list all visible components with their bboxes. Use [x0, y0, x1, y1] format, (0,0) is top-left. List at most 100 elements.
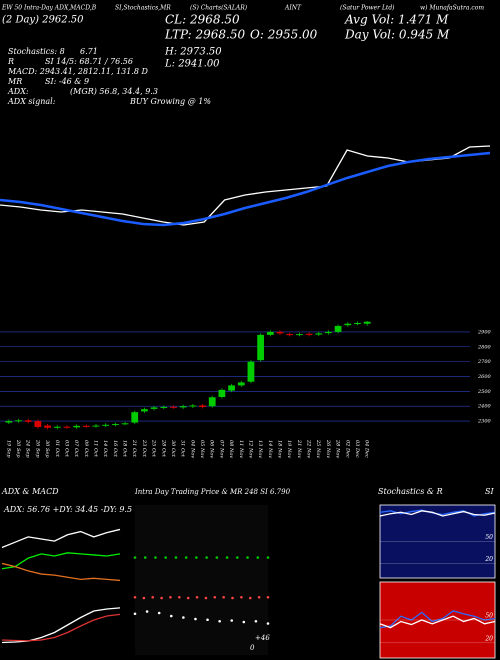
- x-tick-label: 28 Nov: [335, 439, 341, 458]
- header-text: ADX signal:: [7, 97, 56, 106]
- candle-body: [344, 323, 352, 326]
- dot: [182, 616, 185, 619]
- candle-body: [170, 406, 177, 408]
- candle-body: [325, 331, 332, 334]
- header-text: AINT: [284, 5, 302, 12]
- dot: [236, 556, 239, 559]
- x-tick-label: 30 Oct: [170, 440, 176, 458]
- x-tick-label: 22 Nov: [306, 439, 312, 458]
- dot: [240, 595, 243, 599]
- series-line: [1, 552, 121, 570]
- candle-body: [5, 421, 13, 423]
- panel-title: ADX & MACD: [1, 487, 59, 496]
- y-tick-label: 2500: [477, 389, 492, 395]
- header-text: Avg Vol: 1.471 M: [344, 13, 449, 27]
- series-line: [379, 610, 496, 629]
- dot: [143, 556, 147, 559]
- candle-body: [354, 322, 361, 324]
- x-tick-label: 07 Oct: [73, 440, 79, 458]
- dot: [145, 610, 149, 613]
- candle-body: [179, 406, 187, 408]
- x-tick-label: 18 Oct: [122, 440, 128, 458]
- candle-body: [208, 397, 216, 407]
- dot: [133, 595, 137, 599]
- dot: [133, 612, 137, 616]
- candle-body: [102, 424, 110, 426]
- series-line: [379, 510, 496, 517]
- candle-body: [15, 420, 22, 422]
- candle-body: [24, 420, 32, 422]
- x-tick-label: 05 Nov: [199, 440, 205, 458]
- header-text: Day Vol: 0.945 M: [344, 28, 450, 42]
- x-tick-label: 08 Nov: [228, 440, 234, 458]
- header-text: (MGR) 56.8, 34.4, 9.3: [70, 87, 158, 96]
- x-tick-label: 02 Dec: [344, 440, 350, 458]
- series-line: [1, 528, 121, 549]
- header-text: LTP: 2968.50: [164, 28, 245, 42]
- x-tick-label: 06 Nov: [209, 440, 215, 458]
- x-tick-label: 21 Oct: [131, 439, 137, 458]
- dot: [266, 595, 270, 599]
- candle-body: [237, 382, 245, 386]
- candle-body: [257, 334, 265, 361]
- header-text: MACD: 2943.41, 2812.11, 131.8 D: [7, 67, 149, 76]
- panel-bg: [379, 504, 496, 579]
- candle-body: [92, 425, 100, 427]
- x-tick-label: 19 Sep: [5, 440, 11, 458]
- dot: [225, 556, 229, 559]
- dot: [204, 596, 208, 600]
- header-text: O: 2955.00: [250, 28, 318, 42]
- dot: [174, 556, 178, 559]
- candle-body: [131, 412, 139, 423]
- x-tick-label: 20 Sep: [15, 439, 21, 458]
- dot: [169, 614, 173, 618]
- header-text: SI 14/5: 68.71 / 76.56: [45, 57, 133, 66]
- x-tick-label: 23 Oct: [141, 439, 147, 458]
- dot: [142, 596, 146, 600]
- panel-title: SI: [485, 487, 494, 496]
- candle-body: [295, 334, 303, 336]
- header-text: Stochastics: 8: [8, 47, 65, 56]
- header-text: 6.71: [80, 47, 98, 56]
- candle-body: [305, 333, 313, 335]
- series-line: [1, 613, 121, 642]
- dot: [231, 596, 234, 600]
- candle-body: [111, 424, 119, 426]
- dot: [246, 556, 249, 559]
- candle-body: [121, 423, 129, 425]
- y-tick-label: 50: [485, 613, 493, 620]
- candle-body: [53, 426, 61, 428]
- candle-body: [189, 405, 197, 407]
- x-tick-label: 14 Nov: [267, 440, 273, 458]
- dot: [257, 595, 261, 599]
- dot: [242, 620, 246, 624]
- x-tick-label: 31 Oct: [180, 440, 186, 458]
- x-tick-label: 26 Sep: [34, 439, 40, 458]
- x-tick-label: 03 Dec: [354, 440, 360, 458]
- candle-body: [141, 409, 148, 412]
- series-line: [1, 607, 121, 644]
- dot: [222, 595, 225, 599]
- header-text: L: 2941.00: [164, 59, 220, 70]
- x-tick-label: 12 Nov: [247, 440, 253, 458]
- y-tick-label: 2400: [477, 404, 492, 410]
- y-tick-label: 2900: [477, 329, 492, 335]
- x-tick-label: 25 Nov: [315, 439, 321, 458]
- panel-bg: [135, 505, 268, 655]
- header-text: ADX:: [7, 87, 29, 96]
- x-tick-label: 18 Nov: [277, 440, 283, 458]
- candle-body: [82, 425, 90, 427]
- x-tick-label: 03 Oct: [63, 440, 69, 458]
- x-tick-label: 09 Oct: [83, 440, 89, 458]
- x-tick-label: 26 Nov: [325, 439, 331, 458]
- x-tick-label: 04 Dec: [364, 440, 370, 458]
- annotation: +46: [255, 634, 270, 642]
- header-text: (2 Day) 2962.50: [2, 15, 84, 26]
- y-tick-label: 2800: [477, 344, 492, 350]
- candle-body: [63, 426, 71, 428]
- dot: [248, 596, 252, 600]
- dot: [266, 622, 270, 625]
- header-text: H: 2973.50: [164, 47, 222, 58]
- series-line: [1, 562, 121, 582]
